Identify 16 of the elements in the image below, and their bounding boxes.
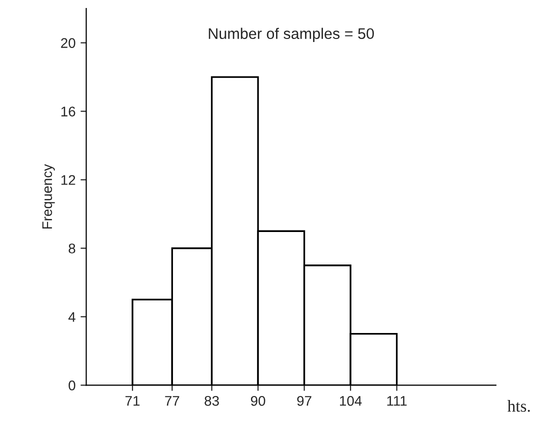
x-tick-label: 90 [250,396,266,406]
x-tick-label: 97 [297,396,312,406]
y-tick-label: 4 [68,312,76,322]
x-tick-label: 77 [165,396,180,406]
y-tick-label: 20 [61,38,76,48]
y-tick-label: 12 [61,175,76,185]
x-tick-label: 104 [340,396,362,406]
text: hts. [507,400,530,412]
y-tick-label: 0 [68,380,76,390]
x-tick-label: 71 [125,396,140,406]
x-tick-label: 111 [387,396,407,406]
text: Number of samples = 50 [208,28,374,42]
x-tick-label: 83 [204,396,219,406]
y-tick-label: 8 [68,244,76,254]
y-tick-label: 16 [61,106,76,116]
y-axis-title: Frequency [42,164,55,229]
